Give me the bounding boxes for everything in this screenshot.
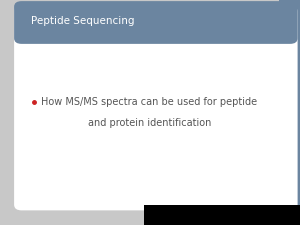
Text: How MS/MS spectra can be used for peptide: How MS/MS spectra can be used for peptid… (41, 97, 257, 107)
Text: Peptide Sequencing: Peptide Sequencing (31, 16, 134, 26)
Bar (144, 205, 300, 225)
FancyBboxPatch shape (14, 6, 298, 210)
Bar (279, 0, 300, 225)
Text: and protein identification: and protein identification (88, 118, 212, 128)
FancyBboxPatch shape (14, 1, 298, 44)
Bar (22, 24, 290, 38)
